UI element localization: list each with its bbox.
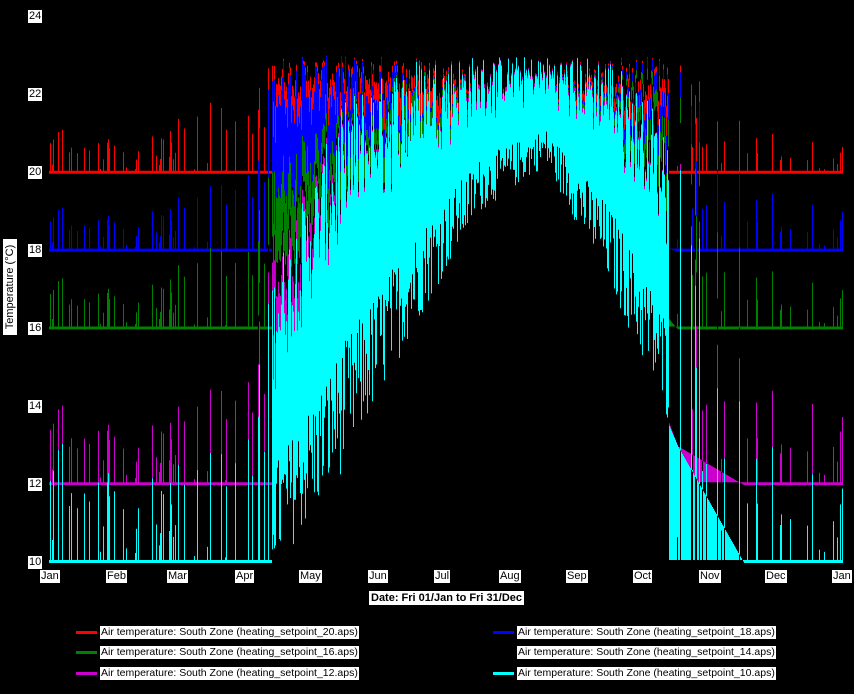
x-tick-aug: Aug	[499, 570, 521, 583]
y-tick-18: 18	[28, 244, 43, 257]
legend-label: Air temperature: South Zone (heating_set…	[100, 666, 359, 680]
series-setpoint-10	[49, 57, 843, 563]
legend-item-setpoint-16: Air temperature: South Zone (heating_set…	[76, 645, 359, 659]
x-tick-jul: Jul	[434, 570, 451, 583]
legend-swatch-cyan	[493, 671, 514, 675]
x-tick-dec: Dec	[765, 570, 787, 583]
y-tick-12: 12	[28, 478, 43, 491]
legend-swatch-magenta	[76, 671, 97, 675]
x-tick-sep: Sep	[566, 570, 588, 583]
y-tick-24: 24	[28, 10, 43, 23]
x-tick-mar: Mar	[167, 570, 188, 583]
x-tick-may: May	[299, 570, 322, 583]
legend-swatch-blue	[493, 630, 514, 634]
legend-item-setpoint-18: Air temperature: South Zone (heating_set…	[493, 625, 776, 639]
legend-swatch-red	[76, 630, 97, 634]
x-axis-label: Date: Fri 01/Jan to Fri 31/Dec	[369, 591, 524, 605]
legend-label: Air temperature: South Zone (heating_set…	[517, 666, 776, 680]
legend-item-setpoint-12: Air temperature: South Zone (heating_set…	[76, 666, 359, 680]
y-tick-22: 22	[28, 88, 43, 101]
x-tick-jun: Jun	[368, 570, 388, 583]
legend-item-setpoint-14: Air temperature: South Zone (heating_set…	[493, 645, 776, 659]
y-tick-16: 16	[28, 322, 43, 335]
x-tick-jan: Jan	[40, 570, 60, 583]
legend-item-setpoint-10: Air temperature: South Zone (heating_set…	[493, 666, 776, 680]
x-tick-feb: Feb	[106, 570, 127, 583]
y-tick-10: 10	[28, 556, 43, 569]
legend-label: Air temperature: South Zone (heating_set…	[517, 645, 776, 659]
x-tick-oct: Oct	[633, 570, 653, 583]
legend-item-setpoint-20: Air temperature: South Zone (heating_set…	[76, 625, 359, 639]
y-axis-label-text: Temperature (°C)	[3, 239, 17, 335]
legend-label: Air temperature: South Zone (heating_set…	[100, 625, 359, 639]
y-tick-20: 20	[28, 166, 43, 179]
legend-label: Air temperature: South Zone (heating_set…	[100, 645, 359, 659]
legend-swatch-green	[76, 650, 97, 654]
legend-label: Air temperature: South Zone (heating_set…	[517, 625, 776, 639]
x-tick-jan-end: Jan	[832, 570, 852, 583]
legend-swatch-black	[493, 650, 514, 654]
x-tick-apr: Apr	[235, 570, 255, 583]
y-axis-label: Temperature (°C)	[3, 239, 17, 336]
x-tick-nov: Nov	[699, 570, 721, 583]
y-tick-14: 14	[28, 400, 43, 413]
